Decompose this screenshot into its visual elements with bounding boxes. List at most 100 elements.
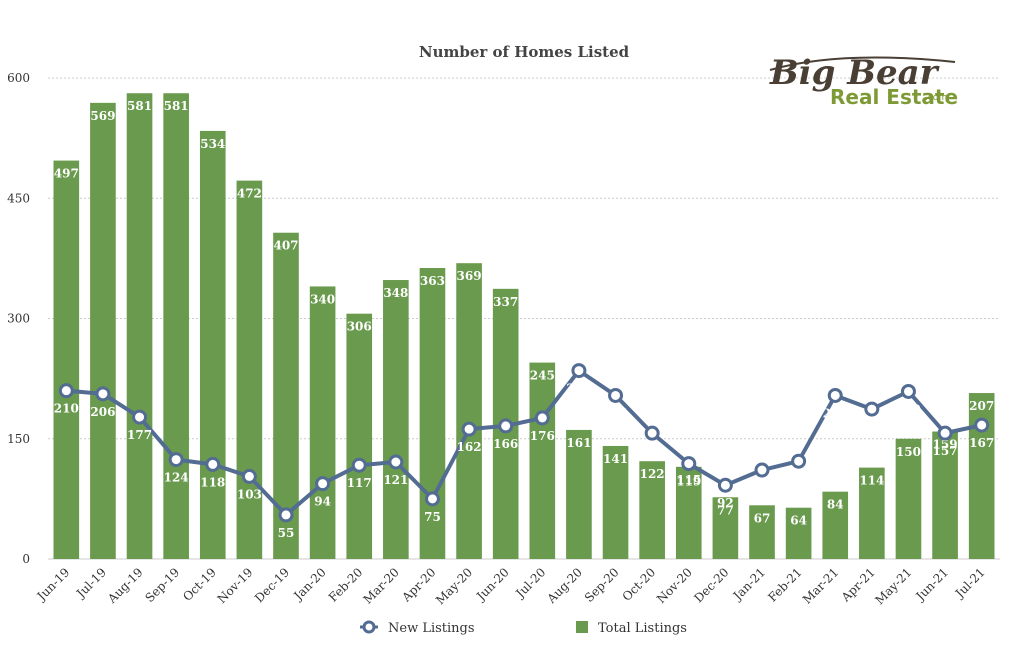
x-tick-label-aug-19: Aug-19: [104, 565, 145, 606]
bar-jul-20: [529, 362, 556, 559]
bar-mar-21: [822, 491, 849, 559]
x-tick-label-sep-19: Sep-19: [142, 565, 182, 605]
point-feb-21: [791, 453, 807, 469]
legend-item-new-listings: New Listings: [360, 620, 475, 636]
bar-label-apr-20: 363: [420, 274, 445, 288]
point-mar-20: [388, 454, 404, 470]
x-tick-label-nov-19: Nov-19: [215, 565, 256, 606]
legend-label-new-listings: New Listings: [388, 621, 475, 636]
point-nov-20: [681, 456, 697, 472]
point-aug-20: [571, 363, 587, 379]
point-label-jun-20: 166: [493, 437, 518, 451]
point-feb-20: [351, 457, 367, 473]
bar-label-mar-21: 84: [827, 498, 844, 512]
point-oct-19: [205, 456, 221, 472]
legend-swatch-total-listings: [576, 621, 588, 633]
point-label-aug-19: 177: [127, 428, 152, 442]
bars-total-listings: [53, 93, 995, 560]
bar-jun-21: [932, 431, 958, 559]
point-sep-19: [168, 452, 184, 468]
y-tick-label-450: 450: [7, 191, 30, 205]
bar-label-may-21: 150: [896, 445, 921, 459]
point-label-apr-21: 187: [859, 420, 884, 434]
bar-may-21: [895, 438, 922, 559]
point-nov-19: [241, 468, 257, 484]
x-tick-label-jul-20: Jul-20: [512, 565, 549, 602]
bar-jan-20: [309, 286, 336, 559]
point-label-mar-21: 204: [823, 406, 848, 420]
bar-label-apr-21: 114: [859, 474, 884, 488]
bar-label-oct-19: 534: [200, 137, 225, 151]
y-axis: 0 150 300 450 600: [7, 71, 30, 566]
point-jul-19: [95, 386, 111, 402]
bar-aug-20: [566, 429, 592, 559]
bar-label-jul-21: 207: [969, 399, 994, 413]
y-tick-label-0: 0: [22, 552, 30, 566]
bar-sep-19: [163, 93, 189, 560]
bar-label-dec-19: 407: [273, 239, 298, 253]
point-jan-21: [754, 462, 770, 478]
bar-jan-21: [749, 505, 775, 559]
logo-dotcom-text: .com: [925, 93, 947, 103]
point-label-jul-20: 176: [530, 429, 555, 443]
logo-big-bear-text: Big Bear: [769, 53, 940, 93]
point-label-feb-21: 122: [786, 472, 811, 486]
y-tick-label-600: 600: [7, 71, 30, 85]
point-label-nov-20: 119: [676, 475, 701, 489]
bar-label-jul-20: 245: [530, 369, 555, 383]
bar-label-aug-20: 161: [566, 436, 591, 450]
bar-apr-20: [419, 267, 446, 559]
legend-item-total-listings: Total Listings: [576, 621, 687, 636]
logo-real-estate-text: Real Estate: [830, 85, 958, 109]
point-may-20: [461, 421, 477, 437]
bar-label-jun-21: 159: [933, 438, 958, 452]
point-jul-20: [534, 410, 550, 426]
x-tick-label-jun-20: Jun-20: [473, 565, 512, 604]
bar-label-jun-19: 497: [54, 167, 79, 181]
bar-label-feb-20: 306: [347, 320, 372, 334]
x-tick-label-jul-19: Jul-19: [72, 565, 109, 602]
bar-nov-19: [236, 180, 263, 559]
x-tick-label-mar-20: Mar-20: [361, 565, 402, 606]
x-tick-label-feb-20: Feb-20: [326, 565, 365, 604]
x-tick-label-aug-20: Aug-20: [544, 565, 585, 606]
bar-label-jun-20: 337: [493, 295, 518, 309]
point-label-oct-20: 157: [640, 444, 665, 458]
point-may-21: [900, 383, 916, 399]
point-label-jan-20: 94: [314, 495, 331, 509]
point-label-dec-20: 92: [717, 496, 734, 510]
bar-aug-19: [126, 93, 153, 560]
point-apr-20: [424, 491, 440, 507]
line-new-listings: 210 206 177 124 118 103 55 94 117 121 75 162 166 176 2…: [54, 363, 994, 540]
point-label-jun-21: 157: [933, 444, 958, 458]
x-tick-label-nov-20: Nov-20: [654, 565, 695, 606]
point-jan-20: [315, 476, 331, 492]
bar-labels: 497 569 581 581 534 472 407 340 306 348 363 369 337 2…: [54, 99, 994, 527]
x-axis: Jun-19 Jul-19Aug-19Sep-19Oct-19Nov-19Dec-…: [33, 565, 988, 607]
point-label-sep-19: 124: [164, 471, 189, 485]
x-tick-label-jun-19: Jun-19: [33, 565, 72, 604]
point-label-oct-19: 118: [200, 475, 225, 489]
point-jun-21: [937, 425, 953, 441]
point-oct-20: [644, 425, 660, 441]
bar-label-feb-21: 64: [790, 514, 807, 528]
bar-feb-20: [346, 313, 373, 559]
legend: New Listings Total Listings: [360, 620, 687, 636]
bar-label-dec-20: 77: [717, 503, 734, 517]
x-tick-label-jun-21: Jun-21: [912, 565, 951, 604]
bar-label-jul-19: 569: [90, 109, 115, 123]
bar-apr-21: [859, 467, 885, 559]
point-jun-19: [58, 383, 74, 399]
x-tick-label-oct-20: Oct-20: [620, 565, 659, 604]
bar-feb-21: [785, 507, 812, 559]
logo-swoosh: [769, 56, 956, 71]
bar-nov-20: [675, 466, 702, 559]
bar-label-oct-20: 122: [640, 467, 665, 481]
point-dec-19: [278, 507, 294, 523]
point-sep-20: [608, 387, 624, 403]
y-tick-label-150: 150: [7, 432, 30, 446]
x-tick-label-oct-19: Oct-19: [180, 565, 219, 604]
bar-label-jan-21: 67: [754, 511, 771, 525]
